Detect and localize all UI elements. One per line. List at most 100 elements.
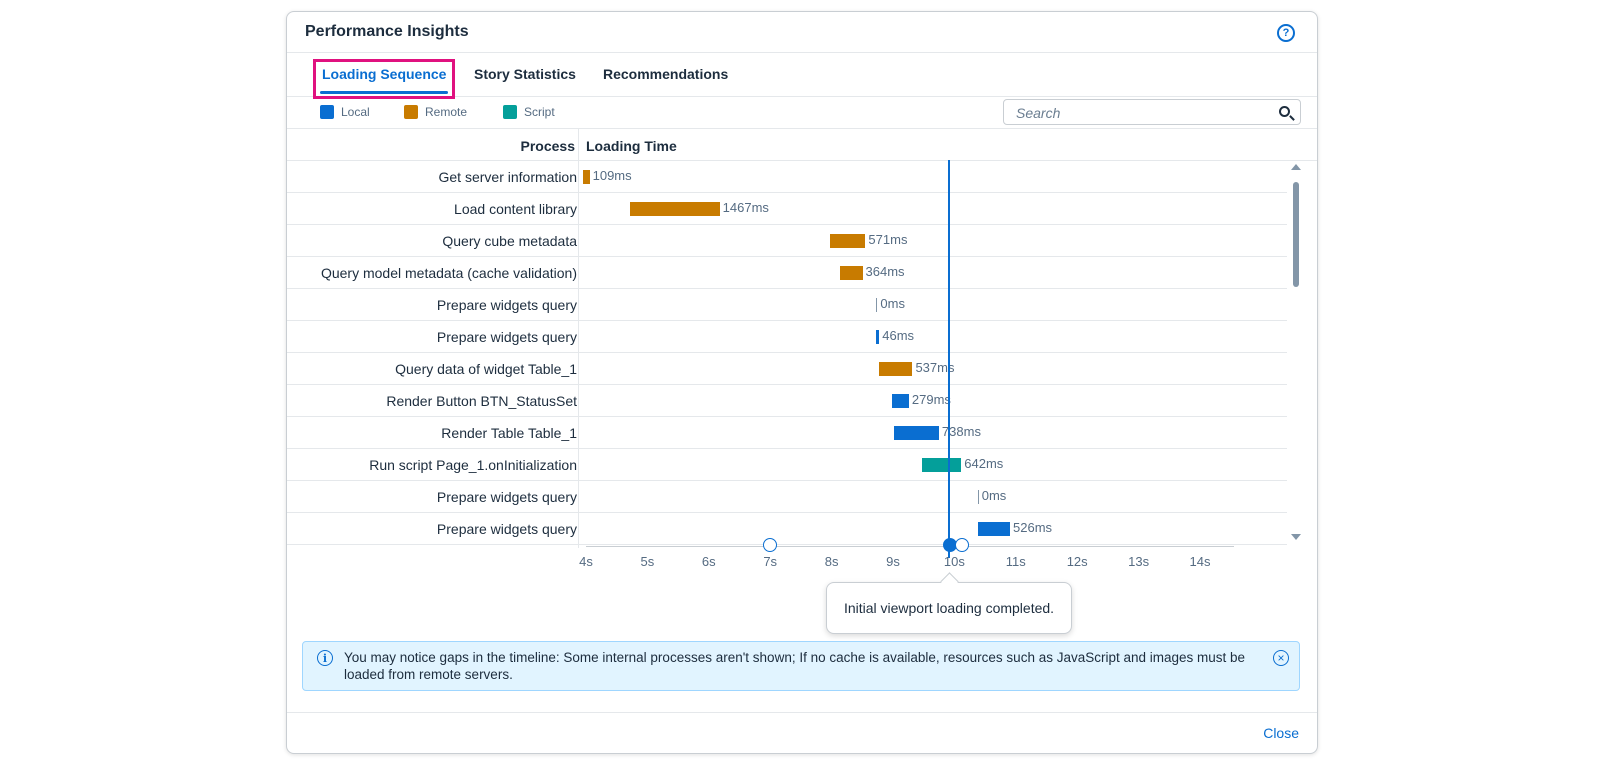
legend-swatch-script <box>503 105 517 119</box>
process-label: Render Table Table_1 <box>441 425 577 441</box>
range-end-handle[interactable] <box>955 538 969 552</box>
table-row[interactable]: Prepare widgets query 526ms <box>287 513 1287 545</box>
tab-bar: Loading Sequence Story Statistics Recomm… <box>287 52 1317 99</box>
duration-label: 642ms <box>964 456 1004 471</box>
table-row[interactable]: Prepare widgets query 0ms <box>287 289 1287 321</box>
timeline-bar-remote[interactable] <box>629 202 720 216</box>
timeline-bar-remote[interactable] <box>582 170 590 184</box>
column-header-row: Process Loading Time <box>287 128 1317 161</box>
duration-label: 109ms <box>592 168 632 183</box>
table-row[interactable]: Query model metadata (cache validation) 3… <box>287 257 1287 289</box>
table-row[interactable]: Render Button BTN_StatusSet 279ms <box>287 385 1287 417</box>
help-icon[interactable]: ? <box>1277 24 1295 42</box>
axis-tick-label: 12s <box>1066 554 1088 569</box>
info-icon: i <box>317 650 333 666</box>
viewport-tooltip: Initial viewport loading completed. <box>826 582 1072 634</box>
axis-tick-label: 8s <box>824 554 839 569</box>
vertical-scrollbar[interactable] <box>1291 162 1301 540</box>
process-label: Load content library <box>454 201 577 217</box>
process-label: Prepare widgets query <box>436 297 577 313</box>
legend-label-script: Script <box>524 105 555 119</box>
timeline-bar-local[interactable] <box>977 490 979 504</box>
legend-label-local: Local <box>341 105 370 119</box>
axis-tick-label: 6s <box>701 554 716 569</box>
timeline-bar-script[interactable] <box>921 458 962 472</box>
tab-recommendations[interactable]: Recommendations <box>603 66 729 82</box>
tab-story-statistics[interactable]: Story Statistics <box>474 66 576 82</box>
axis-tick-label: 9s <box>886 554 900 569</box>
search-field[interactable] <box>1003 99 1301 125</box>
axis-tick-label: 7s <box>763 554 778 569</box>
process-label: Render Button BTN_StatusSet <box>386 393 577 409</box>
table-row[interactable]: Load content library 1467ms <box>287 193 1287 225</box>
table-row[interactable]: Run script Page_1.onInitialization 642ms <box>287 449 1287 481</box>
process-label: Prepare widgets query <box>436 521 577 537</box>
axis-tick-label: 5s <box>640 554 655 569</box>
duration-label: 364ms <box>865 264 905 279</box>
duration-label: 0ms <box>981 488 1007 503</box>
table-row[interactable]: Render Table Table_1 738ms <box>287 417 1287 449</box>
process-label: Query cube metadata <box>442 233 577 249</box>
scroll-down-icon[interactable] <box>1291 534 1301 540</box>
axis-tick-label: 14s <box>1189 554 1211 569</box>
table-row[interactable]: Prepare widgets query 46ms <box>287 321 1287 353</box>
performance-insights-dialog: Performance Insights ? Loading Sequence … <box>286 11 1318 754</box>
timeline-bar-remote[interactable] <box>830 234 866 248</box>
table-row[interactable]: Prepare widgets query 0ms <box>287 481 1287 513</box>
duration-label: 279ms <box>911 392 951 407</box>
dialog-footer: Close <box>287 712 1317 753</box>
legend-remote: Remote <box>404 105 467 119</box>
column-header-process: Process <box>520 138 575 154</box>
axis-tick-label: 10s <box>943 554 965 569</box>
column-header-loading-time: Loading Time <box>586 138 677 154</box>
range-start-handle[interactable] <box>763 538 777 552</box>
process-label: Run script Page_1.onInitialization <box>369 457 577 473</box>
process-label: Get server information <box>438 169 578 185</box>
process-label: Prepare widgets query <box>436 329 577 345</box>
duration-label: 46ms <box>882 328 915 343</box>
legend-swatch-local <box>320 105 334 119</box>
legend-local: Local <box>320 105 370 119</box>
table-row[interactable]: Get server information 109ms <box>287 161 1287 193</box>
duration-label: 1467ms <box>722 200 769 215</box>
table-row[interactable]: Query cube metadata 571ms <box>287 225 1287 257</box>
legend-script: Script <box>503 105 555 119</box>
axis-tick-label: 13s <box>1128 554 1150 569</box>
info-message-strip: i You may notice gaps in the timeline: S… <box>302 641 1300 691</box>
close-button[interactable]: Close <box>1263 725 1299 741</box>
axis-tick-label: 11s <box>1005 554 1026 569</box>
search-icon[interactable] <box>1279 106 1290 117</box>
dialog-header: Performance Insights ? <box>287 12 1317 53</box>
viewport-complete-marker <box>948 160 951 558</box>
search-input[interactable] <box>1014 104 1268 122</box>
column-divider <box>578 128 579 548</box>
info-text: You may notice gaps in the timeline: Som… <box>344 650 1246 682</box>
timeline-bar-remote[interactable] <box>879 362 913 376</box>
duration-label: 738ms <box>941 424 981 439</box>
timeline-bar-local[interactable] <box>977 522 1010 536</box>
timeline-axis <box>586 546 1234 547</box>
process-label: Query data of widget Table_1 <box>395 361 577 377</box>
timeline-bar-remote[interactable] <box>840 266 863 280</box>
duration-label: 571ms <box>868 232 908 247</box>
legend-swatch-remote <box>404 105 418 119</box>
close-icon[interactable]: × <box>1273 650 1289 666</box>
timeline-bar-local[interactable] <box>891 394 909 408</box>
dialog-title: Performance Insights <box>305 23 469 40</box>
timeline-bar-local[interactable] <box>893 426 939 440</box>
process-label: Prepare widgets query <box>436 489 577 505</box>
scroll-up-icon[interactable] <box>1291 164 1301 170</box>
tab-highlight-box <box>313 59 455 99</box>
scroll-thumb[interactable] <box>1293 182 1299 287</box>
duration-label: 537ms <box>915 360 955 375</box>
axis-tick-label: 4s <box>579 554 593 569</box>
tab-loading-sequence[interactable]: Loading Sequence <box>322 66 447 82</box>
duration-label: 526ms <box>1013 520 1053 535</box>
timeline-bar-local[interactable] <box>876 298 878 312</box>
legend-label-remote: Remote <box>425 105 468 119</box>
timeline-bar-local[interactable] <box>876 330 880 344</box>
process-label: Query model metadata (cache validation) <box>320 265 577 281</box>
active-tab-indicator <box>320 91 448 94</box>
duration-label: 0ms <box>880 296 905 311</box>
table-row[interactable]: Query data of widget Table_1 537ms <box>287 353 1287 385</box>
